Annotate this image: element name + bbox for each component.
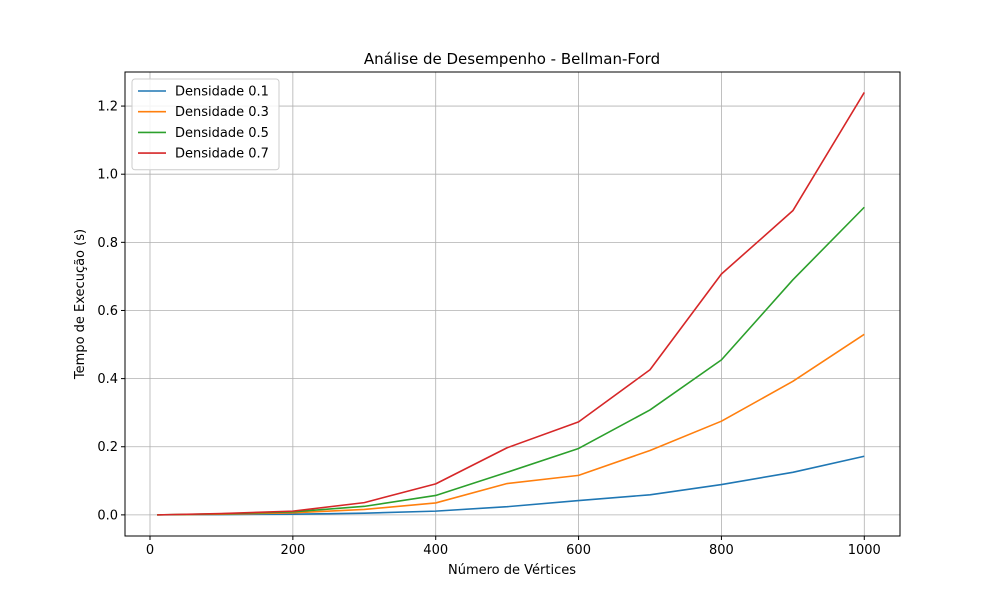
axis-ticks: 0 200 400 600 800 1000 0.0 0.2 0.4 0.6 0.8 1.0 1.2 [97, 100, 881, 558]
x-tick-label: 600 [566, 543, 591, 558]
y-axis-label: Tempo de Execução (s) [73, 229, 88, 380]
y-tick-label: 0.0 [97, 508, 118, 523]
x-tick-label: 0 [146, 543, 154, 558]
chart-title: Análise de Desempenho - Bellman-Ford [364, 50, 660, 68]
series-line-4 [157, 92, 865, 516]
y-tick-label: 0.4 [97, 372, 118, 387]
x-axis-label: Número de Vértices [448, 563, 576, 578]
grid [125, 72, 900, 536]
y-tick-label: 1.2 [97, 100, 118, 115]
x-tick-label: 800 [709, 543, 734, 558]
legend-label-4: Densidade 0.7 [175, 147, 269, 162]
series-line-1 [157, 455, 865, 516]
x-tick-label: 1000 [848, 543, 881, 558]
legend-box [131, 78, 280, 171]
y-tick-label: 0.8 [97, 236, 118, 251]
y-tick-label: 0.6 [97, 304, 118, 319]
legend-label-2: Densidade 0.3 [175, 105, 269, 120]
legend: Densidade 0.1 Densidade 0.3 Densidade 0.5 D… [131, 78, 280, 171]
y-tick-label: 1.0 [97, 168, 118, 183]
legend-label-1: Densidade 0.1 [175, 85, 269, 100]
plot-area-frame [124, 71, 901, 537]
x-tick-label: 400 [423, 543, 448, 558]
x-tick-label: 200 [280, 543, 305, 558]
series-lines [157, 92, 865, 516]
y-tick-label: 0.2 [97, 440, 118, 455]
legend-label-3: Densidade 0.5 [175, 126, 269, 141]
